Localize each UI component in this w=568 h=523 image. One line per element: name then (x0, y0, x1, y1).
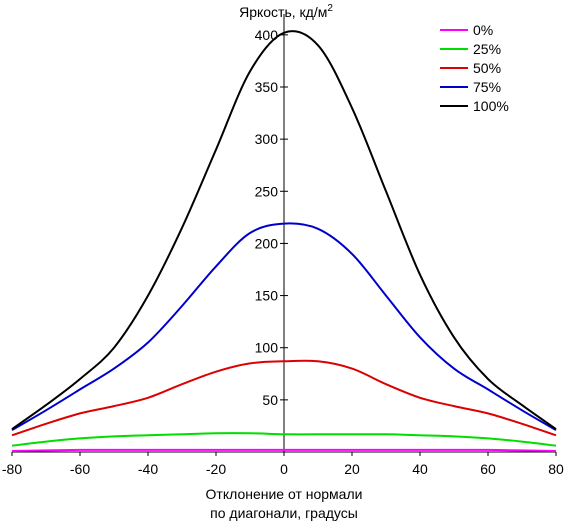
y-tick-label: 300 (255, 131, 279, 147)
x-tick-label: 60 (480, 461, 496, 477)
x-axis-label-line-1: Отклонение от нормали (206, 486, 363, 502)
y-tick-label: 100 (255, 340, 279, 356)
x-tick-label: -80 (2, 461, 22, 477)
x-tick-label: 40 (412, 461, 428, 477)
y-tick-label: 200 (255, 235, 279, 251)
chart-title-superscript: 2 (327, 3, 333, 14)
plot-area (11, 14, 557, 456)
series-line-25pct (11, 432, 557, 447)
series-lines (11, 30, 557, 452)
series-line-75pct (11, 222, 557, 431)
chart-title: Яркость, кд/м2 (239, 3, 333, 20)
x-tick-label: 20 (344, 461, 360, 477)
y-tick-label: 50 (262, 392, 278, 408)
series-line-0pct (11, 448, 557, 452)
series-line-100pct (11, 30, 557, 430)
series-line-50pct (11, 359, 557, 437)
legend-label: 100% (473, 98, 509, 114)
x-axis-label-line-2: по диагонали, градусы (210, 505, 358, 521)
y-tick-label: 400 (255, 27, 279, 43)
legend-label: 50% (473, 60, 501, 76)
x-tick-label: 0 (280, 461, 288, 477)
legend-label: 25% (473, 41, 501, 57)
x-tick-label: -40 (138, 461, 158, 477)
y-tick-label: 250 (255, 183, 279, 199)
x-tick-label: 80 (548, 461, 564, 477)
legend: 0% 25% 50% 75% 100% (440, 22, 509, 114)
y-tick-label: 150 (255, 288, 279, 304)
legend-label: 75% (473, 79, 501, 95)
tick-labels: -80 -60 -40 -20 0 20 40 60 80 50 100 150 200 250 300 35… (2, 27, 564, 477)
x-tick-label: -60 (70, 461, 90, 477)
x-tick-label: -20 (206, 461, 226, 477)
legend-label: 0% (473, 22, 493, 38)
y-tick-label: 350 (255, 79, 279, 95)
